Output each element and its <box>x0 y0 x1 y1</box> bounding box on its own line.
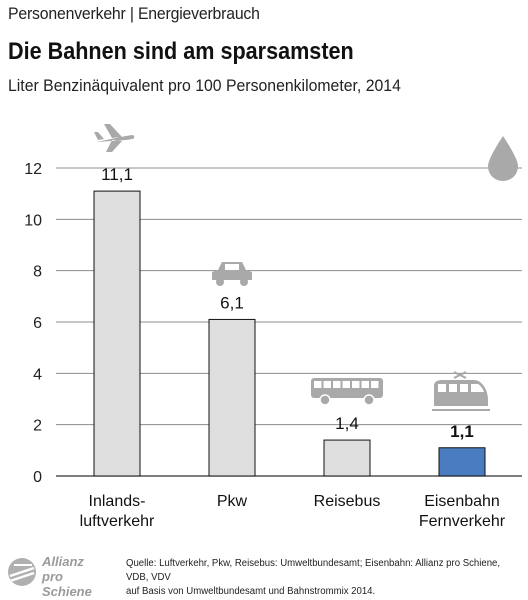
data-label: 1,4 <box>335 414 359 433</box>
y-tick-label: 8 <box>33 264 42 281</box>
y-tick-label: 2 <box>33 418 42 435</box>
train-icon <box>432 371 490 411</box>
data-label: 1,1 <box>450 422 474 441</box>
y-tick-label: 6 <box>33 315 42 332</box>
y-tick-label: 10 <box>24 212 42 229</box>
data-label: 11,1 <box>101 165 133 184</box>
droplet-icon <box>488 136 518 181</box>
source-line-2: auf Basis von Umweltbundesamt und Bahnst… <box>126 586 376 597</box>
airplane-icon <box>94 124 135 152</box>
source-note: Quelle: Luftverkehr, Pkw, Reisebus: Umwe… <box>126 557 506 599</box>
x-tick-label: Inlands-luftverkehr <box>80 493 155 530</box>
bar <box>208 318 256 477</box>
data-label: 6,1 <box>220 293 244 312</box>
x-tick-label: Reisebus <box>314 493 381 510</box>
logo-text-line1: Allianz <box>42 554 84 569</box>
x-tick-label: Pkw <box>217 493 248 510</box>
bar <box>438 447 486 477</box>
bus-icon <box>311 378 383 406</box>
logo-icon <box>8 558 36 586</box>
y-tick-label: 4 <box>33 366 42 383</box>
y-tick-label: 12 <box>24 161 42 178</box>
bar <box>323 439 371 477</box>
bar <box>93 190 141 477</box>
topic-label: Personenverkehr | Energieverbrauch <box>8 4 260 23</box>
y-tick-label: 0 <box>33 469 42 486</box>
allianz-logo: Allianz pro Schiene <box>6 554 116 599</box>
logo-text-line2: pro Schiene <box>42 569 92 599</box>
chart-title: Die Bahnen sind am sparsamsten <box>8 38 354 65</box>
x-tick-label: Eisenbahn Fernverkehr <box>419 493 506 530</box>
chart-subtitle: Liter Benzinäquivalent pro 100 Personenk… <box>8 76 401 95</box>
source-line-1: Quelle: Luftverkehr, Pkw, Reisebus: Umwe… <box>126 558 501 583</box>
car-icon <box>212 262 252 286</box>
